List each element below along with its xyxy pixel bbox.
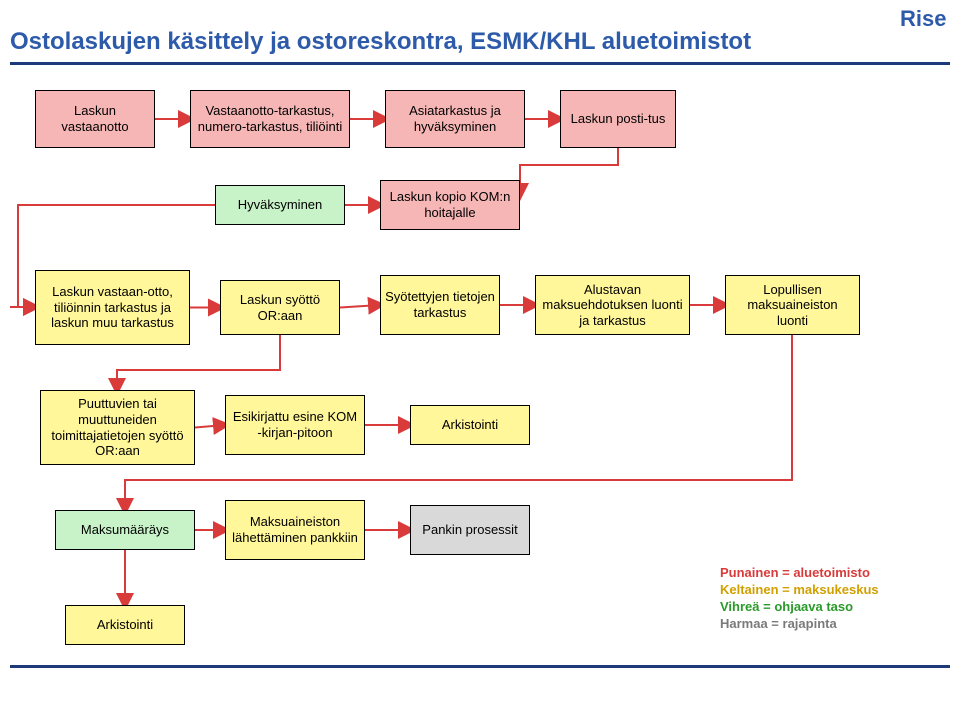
flow-node: Esikirjattu esine KOM -kirjan-pitoon: [225, 395, 365, 455]
flow-node: Laskun vastaanotto: [35, 90, 155, 148]
legend-item: Keltainen = maksukeskus: [720, 582, 879, 599]
legend-item: Punainen = aluetoimisto: [720, 565, 879, 582]
legend: Punainen = aluetoimistoKeltainen = maksu…: [720, 565, 879, 633]
flow-node: Laskun kopio KOM:n hoitajalle: [380, 180, 520, 230]
flow-node: Lopullisen maksuaineiston luonti: [725, 275, 860, 335]
flow-node: Arkistointi: [410, 405, 530, 445]
flow-node: Arkistointi: [65, 605, 185, 645]
flow-node: Laskun posti-tus: [560, 90, 676, 148]
page-title: Ostolaskujen käsittely ja ostoreskontra,…: [10, 28, 751, 56]
flow-node: Puuttuvien tai muuttuneiden toimittajati…: [40, 390, 195, 465]
flow-node: Laskun syöttö OR:aan: [220, 280, 340, 335]
title-underline: [10, 62, 950, 65]
flow-node: Maksumääräys: [55, 510, 195, 550]
legend-item: Vihreä = ohjaava taso: [720, 599, 879, 616]
flow-node: Syötettyjen tietojen tarkastus: [380, 275, 500, 335]
flow-node: Hyväksyminen: [215, 185, 345, 225]
flow-node: Alustavan maksuehdotuksen luonti ja tark…: [535, 275, 690, 335]
flow-node: Vastaanotto-tarkastus, numero-tarkastus,…: [190, 90, 350, 148]
flow-node: Asiatarkastus ja hyväksyminen: [385, 90, 525, 148]
brand-label: Rise: [900, 6, 946, 32]
flow-node: Maksuaineiston lähettäminen pankkiin: [225, 500, 365, 560]
flow-node: Laskun vastaan-otto, tiliöinnin tarkastu…: [35, 270, 190, 345]
flow-node: Pankin prosessit: [410, 505, 530, 555]
footer-line: [10, 665, 950, 668]
legend-item: Harmaa = rajapinta: [720, 616, 879, 633]
